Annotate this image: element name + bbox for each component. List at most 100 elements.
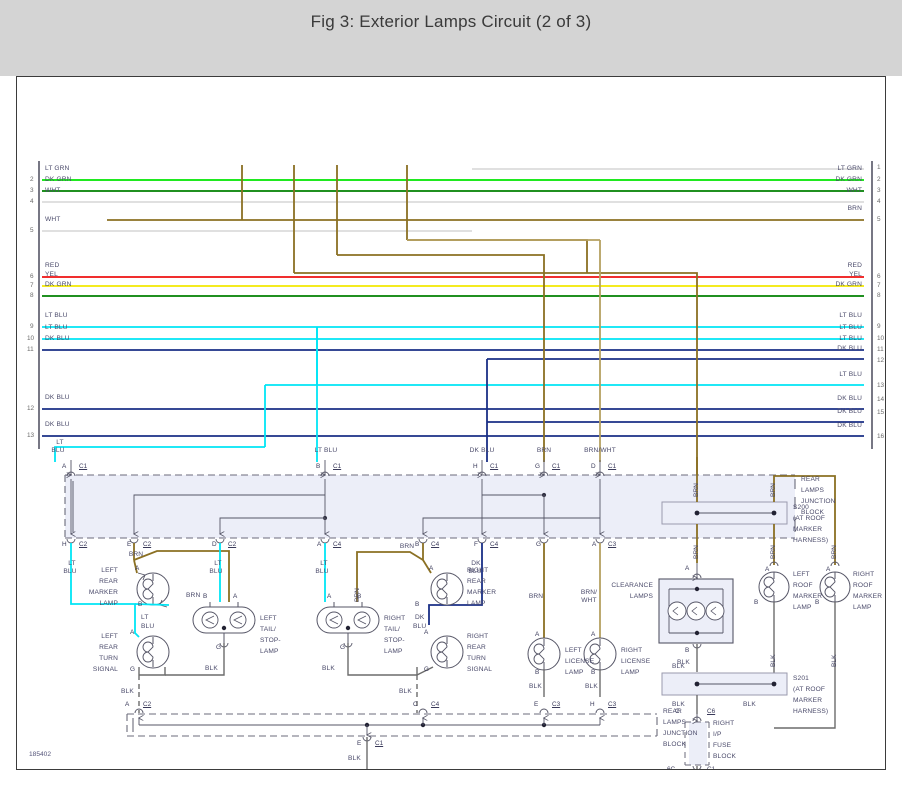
pin-e-c1-ground: E bbox=[357, 740, 362, 747]
wire-label-brn-wht-d: BRN/WHT bbox=[584, 447, 616, 454]
pin-g-right-tail: G bbox=[340, 644, 345, 651]
pin-a-left-roof-marker: A bbox=[765, 566, 770, 573]
label-right-roof-marker-2: ROOF bbox=[853, 582, 873, 589]
row-number-5: 5 bbox=[30, 227, 34, 234]
wire-label-dk-blu-h: DK BLU bbox=[469, 447, 495, 454]
wire-brn-vert-lrm-out: BRN bbox=[770, 545, 777, 559]
junction-block-label-line2: LAMPS bbox=[801, 487, 825, 494]
connector-c2-h: C2 bbox=[79, 541, 88, 548]
wire-blk-s201-in: BLK bbox=[672, 663, 685, 670]
wire-blu-a-c4: BLU bbox=[315, 568, 329, 575]
bus-right-label-10: LT BLU bbox=[839, 324, 862, 331]
pin-a-c4: A bbox=[317, 541, 322, 548]
connector-c4-bottom: C4 bbox=[431, 701, 440, 708]
wire-lt-d-c2: LT bbox=[214, 560, 222, 567]
s201-label-4: HARNESS) bbox=[793, 708, 829, 715]
connector-c1-h: C1 bbox=[490, 463, 499, 470]
pin-a-right-roof-marker: A bbox=[826, 566, 831, 573]
fuse-block-label-1: RIGHT bbox=[713, 720, 735, 727]
pin-a-right-rear-turn: A bbox=[424, 629, 429, 636]
label-right-rear-marker-1: RIGHT bbox=[467, 567, 489, 574]
fuse-block-label-2: I/P bbox=[713, 731, 722, 738]
pin-b-left-roof-marker: B bbox=[754, 599, 759, 606]
label-left-roof-marker-2: ROOF bbox=[793, 582, 813, 589]
wire-brn-vert-rrm: BRN bbox=[831, 545, 838, 559]
pin-a-right-license: A bbox=[591, 631, 596, 638]
label-left-tail-2: TAIL/ bbox=[260, 626, 277, 633]
pin-b-right-license: B bbox=[591, 669, 596, 676]
wire-blk-rts: BLK bbox=[322, 665, 335, 672]
wire-brn-e-c2: BRN bbox=[128, 551, 144, 558]
connector-c3-bottom-h: C3 bbox=[608, 701, 617, 708]
wire-label-brn-g: BRN bbox=[536, 447, 552, 454]
label-right-rear-turn-3: TURN bbox=[467, 655, 486, 662]
label-left-rear-turn-1: LEFT bbox=[101, 633, 118, 640]
connector-c1-g: C1 bbox=[552, 463, 561, 470]
wire-label-lt-blu-b: LT BLU bbox=[314, 447, 338, 454]
bottom-spacer bbox=[0, 770, 902, 804]
s200-label-3: MARKER bbox=[793, 526, 823, 533]
wire-blk-lts: BLK bbox=[205, 665, 218, 672]
s201-label-1: S201 bbox=[793, 675, 809, 682]
wire-lt-h-c2: LT bbox=[68, 560, 76, 567]
bus-right-label-12: DK BLU bbox=[837, 345, 862, 352]
bus-left-label-4: WHT bbox=[45, 187, 61, 194]
wire-blu-h-c2: BLU bbox=[63, 568, 77, 575]
label-left-rear-marker-4: LAMP bbox=[99, 600, 118, 607]
row-number-r10: 10 bbox=[877, 335, 885, 342]
pin-f-c4: F bbox=[474, 541, 478, 548]
bus-right-label-14: DK BLU bbox=[837, 395, 862, 402]
bus-left-label-6: RED bbox=[45, 262, 60, 269]
wiring-diagram-canvas: LT GRN DK GRN WHT WHT RED YEL DK GRN LT … bbox=[17, 77, 885, 770]
row-number-r5: 5 bbox=[877, 216, 881, 223]
row-number-4: 4 bbox=[30, 198, 34, 205]
bus-right-label-5: BRN bbox=[847, 205, 862, 212]
bus-right-label-2: LT GRN bbox=[837, 165, 862, 172]
bus-right-label-13: LT BLU bbox=[839, 371, 862, 378]
connector-c1-6c: C1 bbox=[707, 766, 716, 770]
wire-brn-b-c4: BRN bbox=[399, 543, 415, 550]
connector-c4-a: C4 bbox=[333, 541, 342, 548]
pin-b-right-tail: B bbox=[357, 593, 362, 600]
pin-h-c2: H bbox=[62, 541, 67, 548]
wire-brn-w-a-c3: BRN/ bbox=[580, 589, 598, 596]
bus-left-label-2: LT GRN bbox=[45, 165, 70, 172]
wire-label-lt: LT bbox=[56, 439, 64, 446]
row-number-13: 13 bbox=[27, 432, 35, 439]
pin-a-left-license: A bbox=[535, 631, 540, 638]
label-right-tail-1: RIGHT bbox=[384, 615, 406, 622]
label-left-roof-marker-1: LEFT bbox=[793, 571, 810, 578]
wire-lt-lrm: LT bbox=[141, 614, 149, 621]
row-number-2: 2 bbox=[30, 176, 34, 183]
label-clearance-lamps-1: CLEARANCE bbox=[611, 582, 653, 589]
wire-blu-rrm: BLU bbox=[413, 623, 427, 630]
connector-c4-f: C4 bbox=[490, 541, 499, 548]
wire-blk-s201-right: BLK bbox=[743, 701, 756, 708]
s201-label-2: (AT ROOF bbox=[793, 686, 826, 693]
pin-e-c2: E bbox=[127, 541, 132, 548]
pin-b-left-license: B bbox=[535, 669, 540, 676]
row-number-3: 3 bbox=[30, 187, 34, 194]
bus-right-label-3: DK GRN bbox=[835, 176, 862, 183]
label-left-tail-4: LAMP bbox=[260, 648, 279, 655]
connector-c1-a: C1 bbox=[79, 463, 88, 470]
junction-block-label-line1: REAR bbox=[801, 476, 820, 483]
bus-left-label-8: DK GRN bbox=[45, 281, 72, 288]
bus-left-label-3: DK GRN bbox=[45, 176, 72, 183]
title-bar: Fig 3: Exterior Lamps Circuit (2 of 3) bbox=[0, 0, 902, 56]
pin-b-c1: B bbox=[316, 463, 321, 470]
diagram-frame: LT GRN DK GRN WHT WHT RED YEL DK GRN LT … bbox=[16, 76, 886, 770]
junction-block-label-line3: JUNCTION bbox=[801, 498, 836, 505]
wire-wht-a-c3: WHT bbox=[581, 597, 597, 604]
bus-left-label-13: DK BLU bbox=[45, 421, 70, 428]
connector-c4-b: C4 bbox=[431, 541, 440, 548]
pin-b-right-rear-marker: B bbox=[415, 601, 420, 608]
label-left-rear-marker-1: LEFT bbox=[101, 567, 118, 574]
figure-id: 185402 bbox=[29, 751, 52, 758]
label-right-roof-marker-1: RIGHT bbox=[853, 571, 875, 578]
connector-c1-b: C1 bbox=[333, 463, 342, 470]
wire-blk-clearance: BLK bbox=[677, 659, 690, 666]
wire-lt-a-c4: LT bbox=[320, 560, 328, 567]
wire-blk-rl: BLK bbox=[585, 683, 598, 690]
label-right-rear-turn-4: SIGNAL bbox=[467, 666, 493, 673]
